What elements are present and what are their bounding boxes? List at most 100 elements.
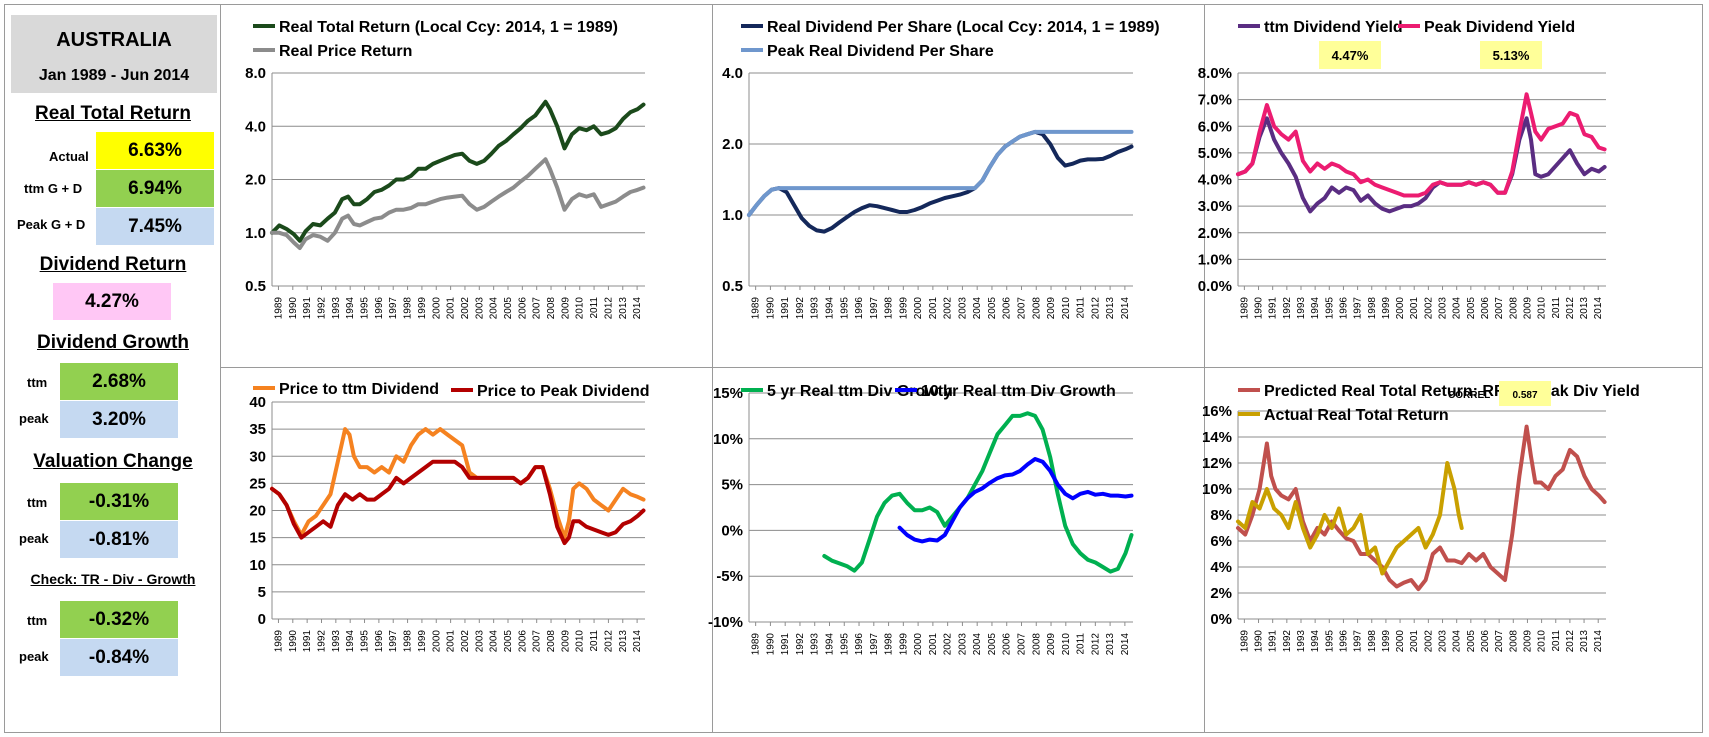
legend-label-2: Peak Real Dividend Per Share — [767, 43, 994, 60]
x-tick-label: 1990 — [765, 297, 776, 320]
y-tick-label: 10% — [713, 431, 743, 448]
x-tick-label: 1990 — [1254, 297, 1265, 320]
legend-label-1: Price to ttm Dividend — [279, 381, 439, 398]
x-tick-label: 1999 — [898, 297, 909, 320]
series-line-1 — [270, 427, 646, 540]
x-tick-label: 2006 — [517, 630, 528, 653]
x-tick-label: 2007 — [1016, 633, 1027, 656]
x-tick-label: 1996 — [374, 297, 385, 320]
x-tick-label: 2008 — [546, 630, 557, 653]
x-tick-label: 2003 — [957, 633, 968, 656]
ttm-gd-label: ttm G + D — [24, 181, 83, 196]
x-tick-label: 2010 — [575, 297, 586, 320]
x-tick-label: 2004 — [1452, 297, 1463, 320]
legend-label-2: Real Price Return — [279, 43, 412, 60]
x-tick-label: 1994 — [345, 630, 356, 653]
x-tick-label: 1989 — [751, 297, 762, 320]
legend-label-2: Peak Dividend Yield — [1424, 19, 1575, 36]
x-tick-label: 2005 — [503, 297, 514, 320]
x-tick-label: 1992 — [795, 297, 806, 320]
x-tick-label: 1998 — [403, 297, 414, 320]
x-tick-label: 1994 — [1310, 630, 1321, 653]
correl-value: 0.587 — [1512, 390, 1537, 401]
panel-dividend-growth: -10% -5% 0% 5% 10% 15% 1989 1990 1991 1992 1993 199… — [708, 368, 1205, 733]
x-tick-label: 2008 — [1508, 297, 1519, 320]
x-tick-label: 1993 — [1296, 297, 1307, 320]
x-tick-label: 2006 — [517, 297, 528, 320]
valuation-change-heading: Valuation Change — [33, 451, 193, 472]
y-tick-label: 1.0 — [245, 225, 266, 242]
x-tick-label: 1996 — [1338, 630, 1349, 653]
y-tick-label: 14% — [1202, 429, 1232, 446]
x-tick-label: 2001 — [446, 297, 457, 320]
x-tick-label: 2008 — [1031, 633, 1042, 656]
x-tick-label: 2002 — [943, 633, 954, 656]
x-tick-label: 1997 — [1353, 297, 1364, 320]
x-tick-label: 1990 — [765, 633, 776, 656]
x-tick-label: 2014 — [1593, 630, 1604, 653]
div-growth-peak-label: peak — [19, 411, 49, 426]
panel-total-return: 0.5 1.0 2.0 4.0 8.0 1989 1990 1991 1992 1993 1994 1… — [221, 5, 713, 368]
x-tick-label: 1990 — [288, 630, 299, 653]
x-tick-label: 1991 — [780, 633, 791, 656]
dividend-growth-chart: -10%-5%0%5%10%15%1989 1990 1991 1992 1993 199… — [708, 383, 1134, 656]
legend-label-1: Real Total Return (Local Ccy: 2014, 1 = … — [279, 19, 618, 36]
x-tick-label: 1991 — [302, 297, 313, 320]
legend-label-1: 5 yr Real ttm Div Growth — [767, 383, 953, 400]
y-tick-label: 20 — [249, 503, 266, 520]
y-tick-label: 7.0% — [1198, 92, 1232, 109]
country-name: AUSTRALIA — [56, 29, 172, 51]
y-tick-label: 5 — [258, 584, 266, 601]
x-tick-label: 2001 — [1409, 630, 1420, 653]
x-tick-label: 2001 — [446, 630, 457, 653]
x-tick-label: 2000 — [1395, 630, 1406, 653]
x-tick-label: 1993 — [1296, 630, 1307, 653]
x-tick-label: 2007 — [1494, 630, 1505, 653]
x-tick-label: 2012 — [603, 297, 614, 320]
x-tick-label: 2011 — [589, 297, 600, 319]
x-tick-label: 2000 — [913, 297, 924, 320]
x-tick-label: 2003 — [474, 297, 485, 320]
x-tick-label: 1997 — [388, 297, 399, 320]
x-tick-label: 1999 — [898, 633, 909, 656]
dividend-growth-heading: Dividend Growth — [37, 332, 189, 353]
y-tick-label: 0% — [721, 522, 743, 539]
y-tick-label: 2% — [1210, 585, 1232, 602]
x-tick-label: 2000 — [431, 297, 442, 320]
x-tick-label: 1996 — [374, 630, 385, 653]
panel-predicted-return: 0% 2% 4% 6% 8% 10% 12% 14% 16% 1989 1990 1991 1992 19… — [1202, 368, 1703, 733]
x-tick-label: 1989 — [273, 630, 284, 653]
x-tick-label: 2014 — [632, 297, 643, 320]
price-to-dividend-chart: 0 5 10 15 20 25 30 35 40 1989 1990 1991 1992 1993 1994… — [249, 381, 649, 653]
x-tick-label: 2007 — [532, 297, 543, 320]
y-tick-label: 12% — [1202, 455, 1232, 472]
x-tick-label: 2006 — [1002, 633, 1013, 656]
x-tick-label: 1994 — [1310, 297, 1321, 320]
x-tick-label: 2002 — [943, 297, 954, 320]
x-tick-label: 2012 — [1090, 633, 1101, 656]
legend-label-1: Real Dividend Per Share (Local Ccy: 2014… — [767, 19, 1160, 36]
series-line-1 — [270, 99, 646, 243]
x-tick-label: 1992 — [1282, 630, 1293, 653]
y-tick-label: 15 — [249, 530, 266, 547]
legend-label-1: ttm Dividend Yield — [1264, 19, 1403, 36]
x-tick-label: 1990 — [1254, 630, 1265, 653]
x-tick-label: 1999 — [417, 630, 428, 653]
x-tick-label: 2007 — [1494, 297, 1505, 320]
x-tick-label: 2007 — [1016, 297, 1027, 320]
actual-label: Actual — [49, 149, 89, 164]
series-line-2 — [747, 129, 1134, 217]
x-tick-label: 1989 — [1239, 297, 1250, 320]
x-tick-label: 2012 — [1090, 297, 1101, 320]
x-tick-label: 2012 — [1565, 630, 1576, 653]
check-heading: Check: TR - Div - Growth — [30, 571, 196, 587]
y-tick-label: 10% — [1202, 481, 1232, 498]
x-tick-label: 2014 — [1120, 297, 1131, 320]
x-tick-label: 2008 — [1031, 297, 1042, 320]
panel-dividend-yield: 0.0% 1.0% 2.0% 3.0% 4.0% 5.0% 6.0% 7.0% 8.0% 1989… — [1198, 5, 1703, 368]
x-tick-label: 2002 — [1423, 630, 1434, 653]
y-tick-label: 2.0% — [1198, 225, 1232, 242]
x-tick-label: 2007 — [532, 630, 543, 653]
y-tick-label: 4% — [1210, 559, 1232, 576]
x-tick-label: 1995 — [839, 297, 850, 320]
